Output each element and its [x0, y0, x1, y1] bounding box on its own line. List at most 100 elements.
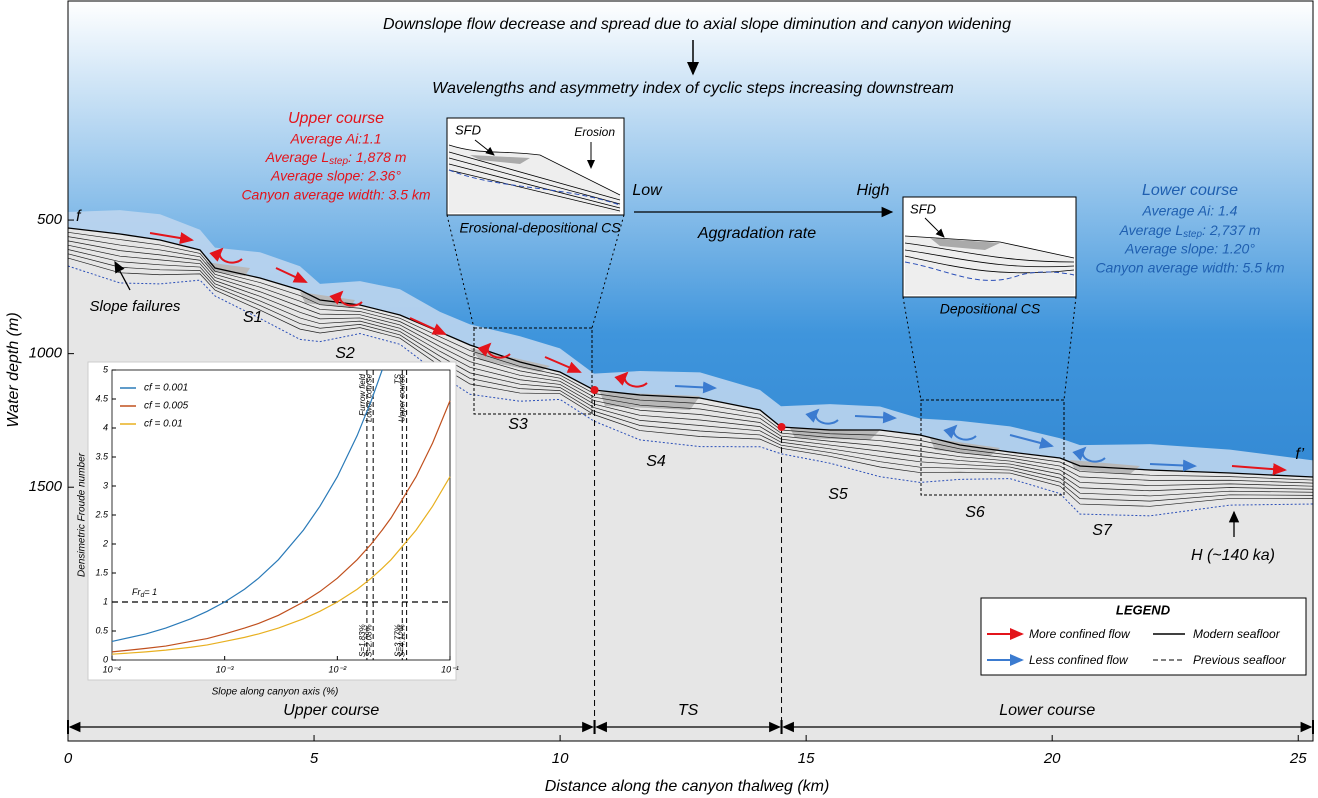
- legend: LEGEND More confined flow Modern seafloo…: [980, 597, 1307, 676]
- inset-y-tick-label: 2: [102, 538, 108, 548]
- detail-layers: [904, 235, 1075, 274]
- detail-connector: [446, 214, 625, 329]
- detail-caption: Erosional-depositional CS: [459, 220, 621, 236]
- x-tick-label: 5: [310, 750, 319, 767]
- detail-sfd: SFD: [910, 201, 936, 216]
- detail-arrow: [474, 139, 495, 156]
- y-tick-label: 500: [37, 211, 63, 228]
- eddy-arrow: [477, 342, 511, 359]
- detail-arrow: [924, 217, 945, 238]
- slope-failures-arrow: [114, 260, 131, 291]
- eddy-arrow: [1072, 446, 1106, 463]
- inset-y-tick-label: 0.5: [95, 625, 109, 635]
- slope-line-top: Upper course: [398, 373, 407, 422]
- inset-y-tick-label: 2.5: [94, 509, 109, 519]
- inset-x-title: Slope along canyon axis (%): [212, 687, 339, 698]
- legend-label: More confined flow: [1029, 627, 1131, 641]
- step-label: S7: [1092, 522, 1113, 539]
- slope-line-bottom: S=4.12%: [398, 624, 407, 657]
- threshold-label-part: Fr: [132, 587, 141, 597]
- step-label: S1: [243, 309, 263, 326]
- segment-label: TS: [678, 702, 699, 719]
- detail-erosion: Erosion: [574, 125, 615, 139]
- detail-extent: [473, 327, 593, 415]
- threshold-label: Frd= 1: [132, 587, 157, 598]
- slope-line-bottom: S=2.08%: [364, 624, 373, 657]
- horizon-label: H (~140 ka): [1191, 547, 1275, 564]
- series-line: [111, 476, 451, 655]
- step-label: S3: [508, 416, 528, 433]
- header-line: Downslope flow decrease and spread due t…: [383, 16, 1011, 33]
- legend-title: LEGEND: [1116, 602, 1171, 617]
- inset-y-title: Densimetric Froude number: [77, 452, 88, 577]
- segment-label: Upper course: [283, 702, 379, 719]
- flow-arrow: [149, 232, 194, 244]
- aggradation-label: Aggradation rate: [697, 225, 816, 242]
- y-tick-label: 1000: [29, 345, 63, 362]
- detail-previous: [448, 169, 621, 206]
- inset-x-tick-label: 10⁻³: [216, 664, 235, 674]
- inset-y-tick-label: 4.5: [95, 393, 109, 403]
- inset-chart: Slope along canyon axis (%) Densimetric …: [77, 361, 459, 698]
- inset-y-tick-label: 4: [103, 422, 108, 432]
- x-tick-label: 20: [1043, 750, 1061, 767]
- profile-start: f: [76, 208, 82, 225]
- sediment-layer: [67, 249, 1314, 497]
- inset-y-tick-label: 3: [103, 480, 108, 490]
- inset-x-tick-label: 10⁻⁴: [103, 664, 122, 674]
- eddy-arrow: [805, 408, 839, 425]
- x-tick-label: 25: [1289, 750, 1307, 767]
- upper-ai: Average Ai:1.1: [289, 131, 381, 147]
- low-label: Low: [632, 182, 663, 199]
- sediment-layer: [67, 257, 1314, 507]
- legend-label: Previous seafloor: [1193, 653, 1287, 667]
- detail-connector: [902, 296, 1077, 401]
- boundary-dot: [777, 423, 786, 431]
- sediment-layer: [67, 253, 1314, 502]
- sediment-layer: [67, 244, 1314, 492]
- inset-x-tick-label: 10⁻²: [328, 664, 347, 674]
- detail-lens: [470, 155, 530, 164]
- threshold-label-part: = 1: [144, 587, 157, 597]
- sediment-layer: [67, 236, 1314, 484]
- lower-title: Lower course: [1142, 182, 1238, 199]
- legend-label: Less confined flow: [1029, 653, 1129, 667]
- legend-label: cf = 0.001: [144, 383, 188, 394]
- upper-lstep: Average Lstep: 1,878 m: [265, 149, 407, 167]
- detail-extent: [920, 399, 1065, 496]
- inset-y-tick-label: 1.5: [95, 567, 109, 577]
- step-label: S2: [335, 345, 355, 362]
- flow-arrow: [1009, 434, 1054, 449]
- detail-layers: [448, 144, 621, 212]
- upper-width: Canyon average width: 3.5 km: [241, 187, 430, 203]
- plot-frame: [67, 0, 1314, 742]
- slope-failures: Slope failures: [90, 298, 181, 315]
- step-lens: [205, 262, 250, 276]
- inset-y-tick-label: 5: [103, 364, 109, 374]
- high-label: High: [857, 182, 890, 199]
- y-axis-title: Water depth (m): [5, 312, 22, 427]
- boundary-dot: [590, 386, 599, 394]
- detail-caption: Depositional CS: [940, 301, 1041, 317]
- slope-line-bottom: S=1.83%: [358, 624, 367, 657]
- series-line: [111, 400, 451, 653]
- x-tick-label: 15: [798, 750, 815, 767]
- legend-box: [980, 597, 1307, 676]
- eddy-arrow: [614, 371, 648, 388]
- detail-sfd: SFD: [455, 122, 481, 137]
- segment-label: Lower course: [999, 702, 1095, 719]
- legend-label: Modern seafloor: [1193, 627, 1281, 641]
- step-label: S6: [965, 504, 985, 521]
- threshold-label-part: d: [141, 592, 146, 599]
- series-line: [111, 369, 383, 643]
- flow-arrow: [544, 356, 582, 373]
- x-tick-label: 10: [552, 750, 569, 767]
- flow-arrow: [275, 267, 308, 283]
- header-line: Wavelengths and asymmetry index of cycli…: [432, 80, 954, 97]
- detail-depositional: SFD Depositional CS: [902, 196, 1077, 496]
- flow-arrow: [854, 411, 897, 424]
- profile-end: f’: [1295, 446, 1304, 463]
- lower-slope: Average slope: 1.20°: [1124, 241, 1255, 257]
- slope-line-top: TS: [393, 373, 402, 384]
- legend-label: cf = 0.01: [144, 419, 183, 430]
